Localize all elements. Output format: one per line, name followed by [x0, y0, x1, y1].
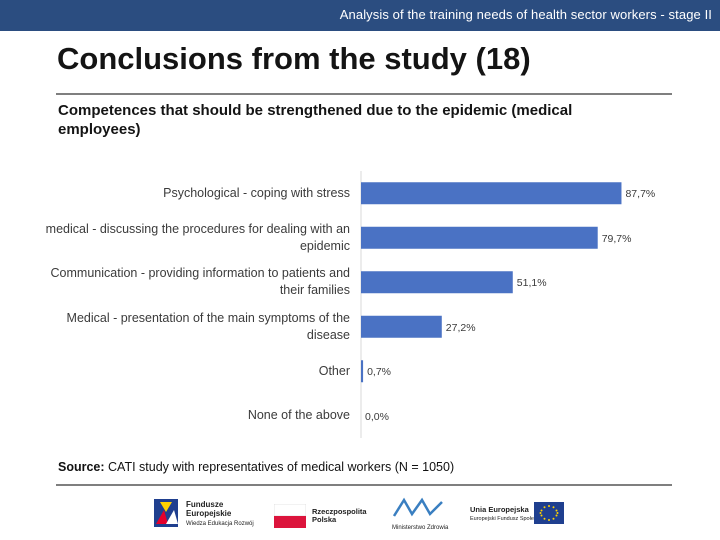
title-divider	[56, 93, 672, 95]
value-label-2: 79,7%	[601, 232, 632, 245]
funds-line1: Fundusze	[186, 500, 224, 509]
source-label: Source:	[58, 460, 105, 474]
page-title: Conclusions from the study (18)	[57, 41, 531, 76]
eu-flag-icon	[534, 502, 564, 524]
funds-line3: Wiedza Edukacja Rozwój	[186, 521, 254, 527]
footer-logos: Fundusze Europejskie Wiedza Edukacja Roz…	[0, 490, 720, 540]
bar-4	[361, 315, 442, 338]
poland-logo: Rzeczpospolita Polska	[274, 496, 374, 536]
value-label-6: 0,0%	[365, 410, 389, 423]
bar-5	[361, 360, 364, 383]
bar-1	[361, 182, 622, 205]
poland-line1: Rzeczpospolita	[312, 507, 367, 516]
category-label-5: Other	[318, 363, 350, 378]
category-label-3: Communication - providing information to…	[50, 266, 350, 298]
ministry-wave-icon	[392, 497, 443, 517]
ministry-logo: Ministerstwo Zdrowia	[392, 496, 452, 536]
value-label-4: 27,2%	[445, 321, 476, 334]
bar-3	[361, 271, 513, 294]
category-label-1: Psychological - coping with stress	[163, 185, 350, 200]
source-text: CATI study with representatives of medic…	[108, 460, 455, 474]
footer-divider	[56, 484, 672, 486]
funds-star-icon	[154, 499, 178, 527]
value-label-5: 0,7%	[367, 366, 392, 379]
eu-line2: Europejski Fundusz Społeczny	[470, 516, 546, 522]
chart-subtitle: Competences that should be strengthened …	[58, 102, 573, 138]
value-label-1: 87,7%	[625, 188, 656, 201]
poland-flag-icon	[274, 504, 306, 528]
source-note: Source: CATI study with representatives …	[58, 460, 454, 474]
bar-2	[361, 226, 598, 249]
banner-title: Analysis of the training needs of health…	[339, 7, 712, 22]
eu-line1: Unia Europejska	[470, 505, 529, 514]
poland-line2: Polska	[312, 515, 337, 524]
ministry-line: Ministerstwo Zdrowia	[392, 525, 449, 531]
category-label-4: Medical - presentation of the main sympt…	[66, 310, 350, 342]
funds-line2: Europejskie	[186, 509, 232, 518]
value-label-3: 51,1%	[516, 277, 547, 290]
top-banner: Analysis of the training needs of health…	[0, 0, 720, 31]
funds-logo: Fundusze Europejskie Wiedza Edukacja Roz…	[152, 496, 254, 536]
category-label-2: medical - discussing the procedures for …	[45, 221, 350, 253]
eu-logo: Unia Europejska Europejski Fundusz Społe…	[470, 496, 570, 536]
category-label-6: None of the above	[247, 408, 350, 423]
